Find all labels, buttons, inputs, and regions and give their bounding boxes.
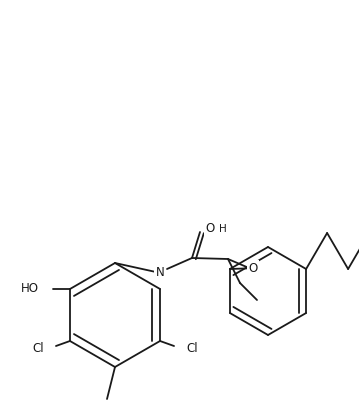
- Text: O: O: [248, 262, 258, 274]
- Text: N: N: [155, 266, 164, 278]
- Text: Cl: Cl: [186, 343, 198, 355]
- Text: Cl: Cl: [32, 343, 44, 355]
- Text: HO: HO: [21, 283, 39, 295]
- Text: H: H: [219, 224, 227, 234]
- Text: O: O: [205, 222, 215, 235]
